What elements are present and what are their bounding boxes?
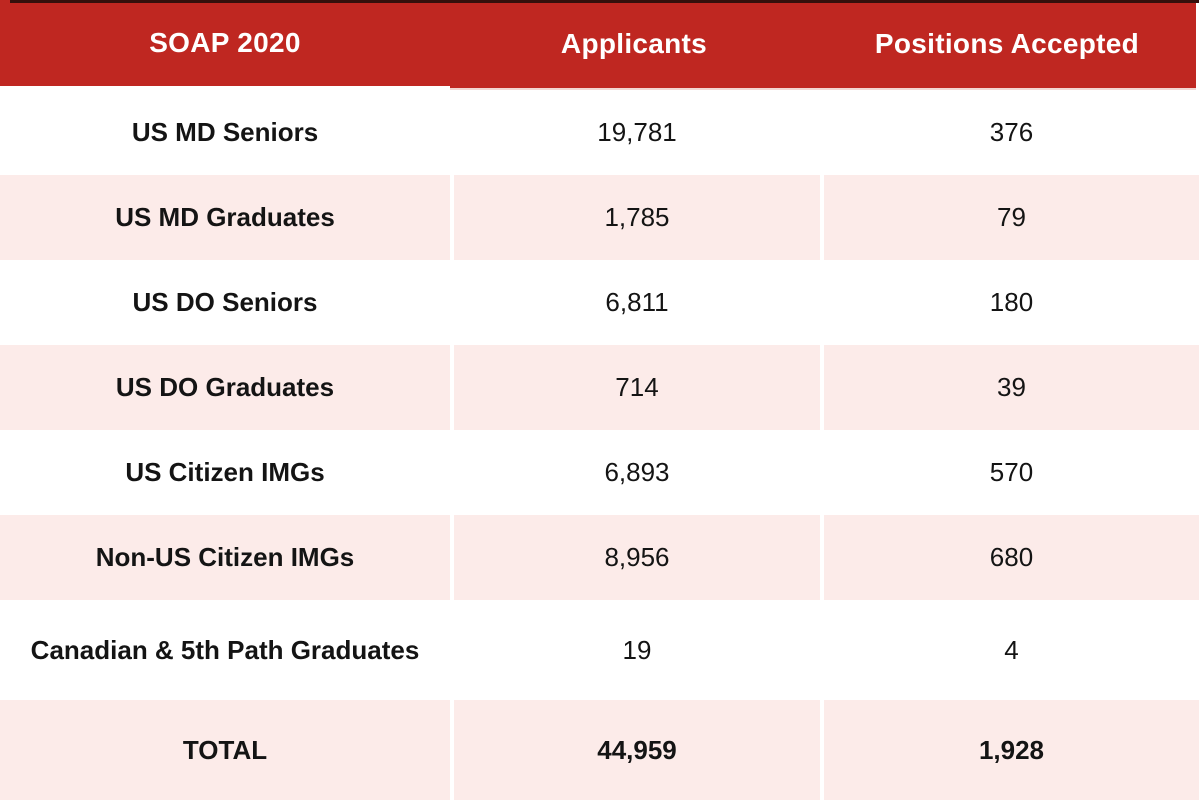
positions-accepted-value: 4 — [824, 600, 1199, 700]
table-row: Non-US Citizen IMGs 8,956 680 — [0, 515, 1199, 600]
applicants-value: 19 — [454, 600, 820, 700]
row-label: TOTAL — [0, 700, 450, 800]
table-row: US DO Seniors 6,811 180 — [0, 260, 1199, 345]
applicants-value: 714 — [454, 345, 820, 430]
row-label: Canadian & 5th Path Graduates — [0, 600, 450, 700]
header-row: SOAP 2020 Applicants Positions Accepted — [0, 0, 1199, 90]
table-row-total: TOTAL 44,959 1,928 — [0, 700, 1199, 800]
top-edge-line — [10, 0, 1199, 3]
row-label: US Citizen IMGs — [0, 430, 450, 515]
positions-accepted-value: 39 — [824, 345, 1199, 430]
table-row: US MD Graduates 1,785 79 — [0, 175, 1199, 260]
positions-accepted-value: 79 — [824, 175, 1199, 260]
row-label: US MD Graduates — [0, 175, 450, 260]
row-label: Non-US Citizen IMGs — [0, 515, 450, 600]
row-label: US DO Graduates — [0, 345, 450, 430]
header-cell-positions-accepted: Positions Accepted — [818, 0, 1196, 90]
applicants-total-value: 44,959 — [454, 700, 820, 800]
positions-accepted-value: 376 — [824, 90, 1199, 175]
positions-accepted-value: 180 — [824, 260, 1199, 345]
positions-accepted-value: 570 — [824, 430, 1199, 515]
header-cell-title: SOAP 2020 — [0, 0, 450, 86]
table-row: US MD Seniors 19,781 376 — [0, 90, 1199, 175]
applicants-value: 6,893 — [454, 430, 820, 515]
header-cell-applicants: Applicants — [450, 0, 818, 90]
table-row: US Citizen IMGs 6,893 570 — [0, 430, 1199, 515]
applicants-value: 1,785 — [454, 175, 820, 260]
row-label: US DO Seniors — [0, 260, 450, 345]
applicants-value: 8,956 — [454, 515, 820, 600]
applicants-value: 6,811 — [454, 260, 820, 345]
row-label: US MD Seniors — [0, 90, 450, 175]
positions-accepted-total-value: 1,928 — [824, 700, 1199, 800]
applicants-value: 19,781 — [454, 90, 820, 175]
table-row: Canadian & 5th Path Graduates 19 4 — [0, 600, 1199, 700]
positions-accepted-value: 680 — [824, 515, 1199, 600]
table-row: US DO Graduates 714 39 — [0, 345, 1199, 430]
